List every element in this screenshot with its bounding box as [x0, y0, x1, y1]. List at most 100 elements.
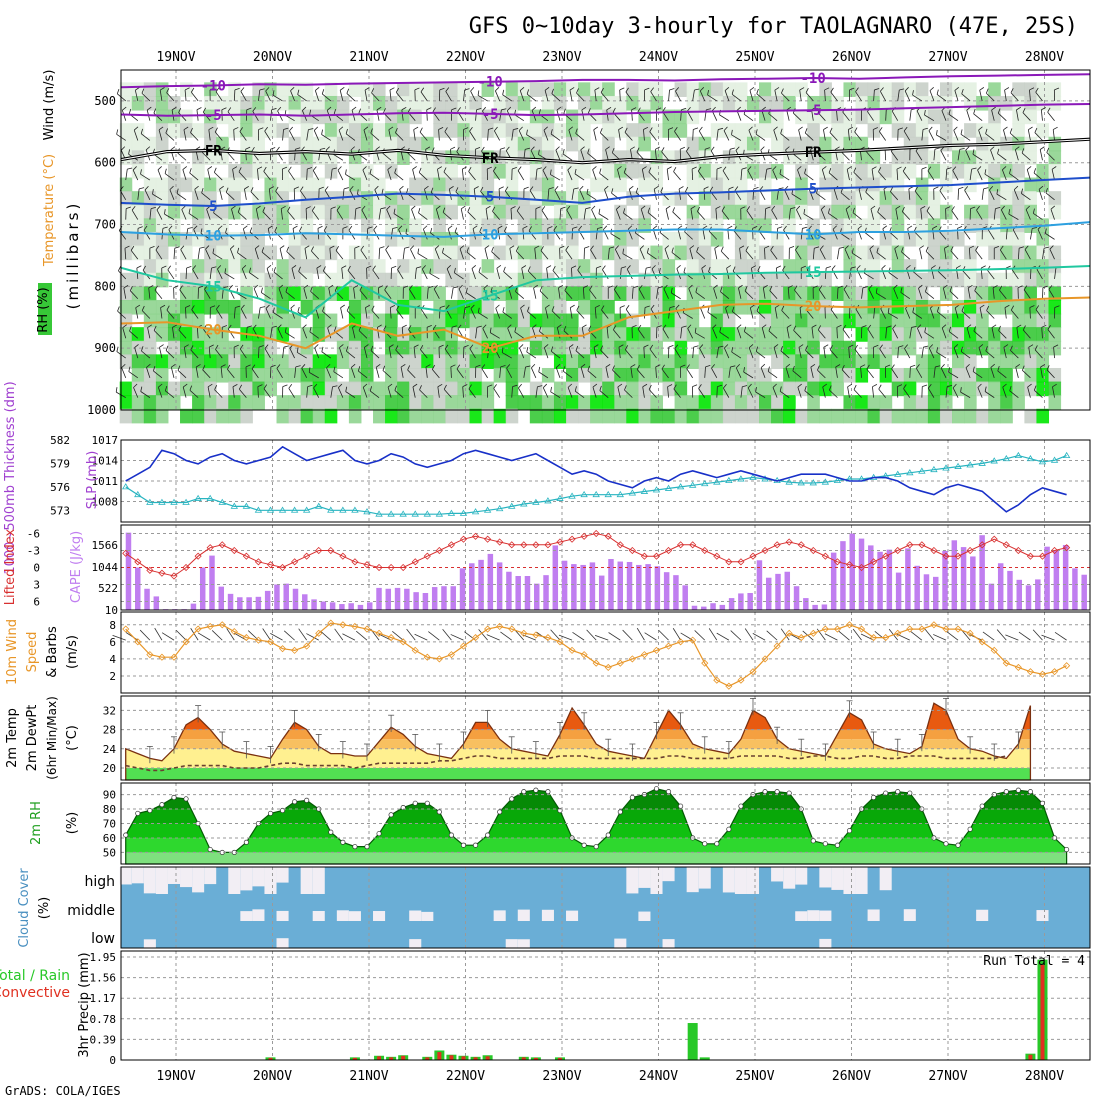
- wind-barb-flag: [900, 287, 903, 293]
- rh-cell: [590, 259, 603, 274]
- rh-cell: [529, 245, 543, 261]
- wind-barb: [921, 129, 924, 141]
- rh-point: [412, 800, 418, 806]
- wind-barb: [803, 213, 814, 220]
- wind-barb: [418, 172, 428, 181]
- wind-barb: [1008, 213, 1019, 220]
- wind-barb-flag: [966, 324, 972, 329]
- rh-cell: [855, 395, 869, 410]
- rh-cell: [783, 82, 796, 97]
- wind-barb-flag: [220, 364, 226, 368]
- rh-cell: [855, 245, 869, 261]
- rh-cell: [759, 163, 772, 179]
- series-point: [484, 535, 492, 543]
- rh-cell: [300, 218, 314, 233]
- wind-barb-flag: [194, 185, 199, 190]
- rh-cell: [831, 150, 844, 165]
- wind-barb-flag: [597, 226, 603, 229]
- wind-barb-flag: [981, 265, 986, 269]
- cloud-clear-cell: [312, 867, 325, 894]
- rh-cell: [216, 218, 229, 233]
- wind-barb: [495, 90, 501, 102]
- wind-barb: [902, 211, 911, 220]
- cape-bar: [858, 538, 865, 610]
- rh-cell: [819, 286, 832, 301]
- rh-cell: [590, 286, 603, 301]
- cape-bar: [1044, 546, 1050, 610]
- wind-barb-flag: [805, 345, 808, 351]
- rh-cell: [348, 136, 362, 152]
- rh-cell: [855, 218, 869, 233]
- wind-barb: [884, 149, 887, 161]
- wind-barb: [1046, 152, 1055, 161]
- precip-convective-bar: [401, 1055, 406, 1060]
- wind-barb-flag: [453, 267, 456, 273]
- wind-barb: [604, 189, 609, 200]
- wind-barb: [411, 209, 416, 220]
- chart-title: GFS 0~10day 3-hourly for TAOLAGNARO (47E…: [469, 14, 1078, 39]
- wind-barb-flag: [1002, 383, 1007, 388]
- wind-barb: [420, 349, 428, 359]
- rh-cell: [915, 191, 929, 206]
- rh-cell: [469, 381, 483, 397]
- cloud-clear-cell: [650, 867, 663, 894]
- wind-barb-flag: [563, 108, 566, 114]
- wind-barb-flag: [141, 305, 145, 311]
- top-date-labels: 19NOV 20NOV 21NOV 22NOV 23NOV 24NOV 25NOV 26NOV…: [156, 50, 1064, 65]
- rh-cell: [276, 82, 290, 97]
- rh-cell: [988, 299, 1001, 315]
- wind-barb-flag: [389, 87, 395, 91]
- wind-barb: [202, 152, 211, 161]
- lifted-index-axis-label: Lifted Index: [3, 528, 18, 605]
- rh-cell: [216, 95, 229, 111]
- wind-barb: [314, 347, 320, 359]
- wind-barb-flag: [342, 226, 348, 229]
- wind-barb: [502, 94, 512, 102]
- wind-barb: [141, 350, 151, 359]
- series-point: [652, 486, 661, 493]
- rh-cell: [807, 272, 820, 288]
- cloud-clear-cell: [807, 910, 820, 921]
- wind-barb-flag: [219, 185, 224, 190]
- wind-barb-flag: [264, 126, 268, 132]
- wind-barb-flag: [843, 285, 848, 290]
- wind-barb: [265, 90, 271, 102]
- wind-barb: [518, 387, 525, 398]
- series-point: [773, 642, 781, 650]
- rh-cell: [1012, 327, 1025, 342]
- wind-barb-flag: [790, 207, 796, 210]
- wind-barb-flag: [445, 304, 450, 310]
- rh-cell: [529, 177, 543, 193]
- wind-barb: [112, 634, 126, 641]
- wind-barb-flag: [412, 383, 418, 388]
- wind-barb: [274, 231, 283, 240]
- wind-barb-flag: [624, 127, 628, 133]
- wind-barb-flag: [949, 286, 953, 292]
- cape-bar: [895, 572, 902, 610]
- rh-cell: [421, 163, 434, 179]
- wind-barb: [845, 209, 850, 220]
- rh-cell: [1024, 367, 1037, 383]
- rh-cell: [1000, 163, 1013, 179]
- wind-barb: [972, 371, 983, 379]
- wind-barb: [647, 252, 657, 260]
- wind-barb: [580, 149, 585, 161]
- series-point: [857, 563, 866, 572]
- cape-bar: [339, 604, 345, 610]
- rh-cell: [927, 218, 941, 233]
- series-point: [471, 532, 480, 540]
- isotherm-label: 20: [205, 323, 222, 339]
- wind-barb: [238, 171, 247, 181]
- rh-cell: [964, 272, 977, 288]
- wind-barb-flag: [379, 246, 385, 249]
- wind-barb: [462, 386, 464, 398]
- wind-barb: [864, 232, 874, 240]
- rh-cell: [143, 408, 157, 424]
- wind-barb: [774, 90, 778, 101]
- wind-barb: [535, 169, 538, 181]
- wind-barb-flag: [200, 228, 203, 234]
- wind-barb-flag: [369, 386, 373, 392]
- wind-barb-flag: [1010, 88, 1014, 93]
- wind-barb-flag: [424, 185, 429, 190]
- cloud-clear-cell: [276, 867, 289, 883]
